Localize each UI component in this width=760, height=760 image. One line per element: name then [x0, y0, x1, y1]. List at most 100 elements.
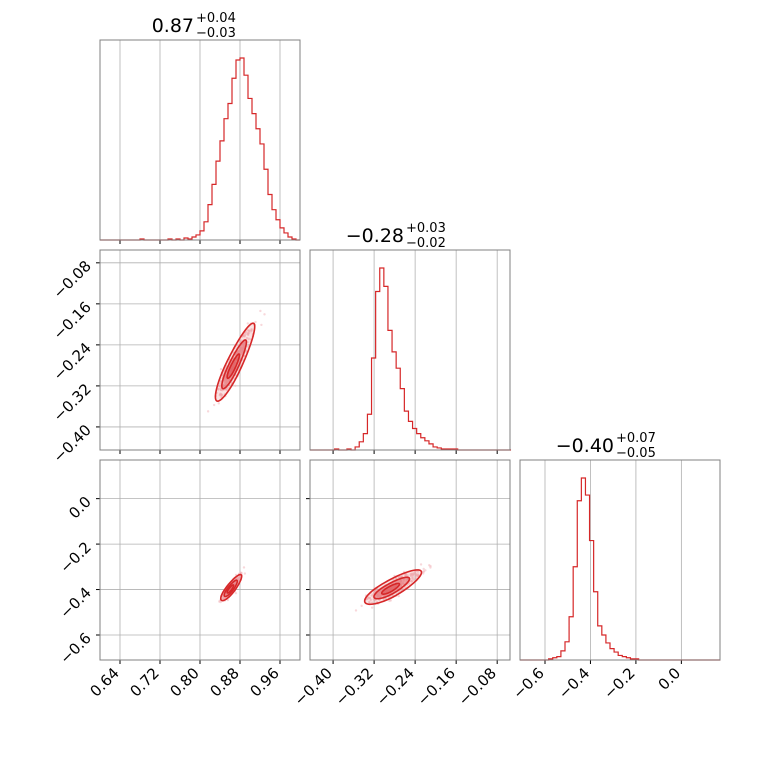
title-minus: −0.02 — [406, 236, 446, 251]
hist-panel-p2: −0.6 −0.4 −0.2 0.0 −0.40 +0.07−0.05 — [509, 431, 721, 703]
title-median: 0.87 — [152, 15, 194, 37]
scatter-point — [422, 570, 426, 573]
scatter-panel-p0-p2: 0.64 0.72 0.80 0.88 0.96 −0.6 −0.4 −0.2 0.0 — [56, 459, 301, 700]
scatter-point — [422, 567, 425, 571]
hist-title-p2: −0.40 +0.07−0.05 — [556, 431, 656, 461]
scatter-point — [354, 609, 358, 612]
scatter-point — [246, 332, 250, 336]
pair-p1-p2-xtick-label: −0.24 — [373, 664, 418, 709]
scatter-point — [244, 333, 247, 336]
scatter-point — [234, 384, 237, 388]
scatter-point — [421, 572, 425, 575]
scatter-point — [399, 584, 403, 587]
hist-p2-xtick-label: −0.2 — [600, 664, 638, 702]
pair-p0-p2-ytick-label: 0.0 — [65, 493, 95, 523]
scatter-point — [411, 574, 415, 577]
contour-level — [380, 582, 401, 595]
scatter-point — [244, 330, 248, 334]
pair-frame — [99, 249, 301, 451]
scatter-panel-p1-p2: −0.40−0.32−0.24−0.16−0.08 — [291, 459, 511, 709]
pair-p0-p1-ytick-label: −0.32 — [50, 380, 95, 425]
scatter-point — [395, 577, 398, 580]
scatter-point — [217, 384, 221, 388]
contour-level — [226, 353, 241, 380]
pair-p1-p2-xtick-label: −0.32 — [332, 664, 377, 709]
scatter-point — [388, 587, 391, 590]
hist-panel-p0: 0.87 +0.04−0.03 — [99, 11, 301, 244]
scatter-point — [239, 571, 243, 575]
scatter-point — [259, 309, 262, 313]
pair-p0-p2-ytick-label: −0.4 — [56, 584, 94, 622]
scatter-point — [384, 589, 388, 593]
scatter-point — [226, 598, 230, 602]
scatter-point — [230, 368, 233, 371]
pair-p0-p2-xtick-label: 0.72 — [126, 664, 162, 700]
hist-frame-p1 — [309, 249, 511, 451]
pair-p0-p2-ytick-label: −0.6 — [56, 629, 94, 667]
pair-p0-p1-ytick-label: −0.24 — [50, 339, 95, 384]
scatter-point — [412, 572, 415, 575]
scatter-point — [370, 606, 374, 609]
contour-level — [219, 573, 243, 602]
scatter-point — [397, 594, 400, 598]
scatter-point — [370, 601, 374, 604]
scatter-point — [368, 596, 371, 600]
hist-line-p2 — [520, 477, 721, 661]
scatter-point — [377, 594, 380, 597]
scatter-point — [247, 337, 251, 341]
scatter-point — [241, 343, 245, 346]
scatter-point — [370, 594, 373, 597]
pair-p0-p2-ytick-label: −0.2 — [56, 538, 94, 576]
scatter-point — [250, 328, 253, 332]
hist-title-p0: 0.87 +0.04−0.03 — [152, 11, 236, 41]
scatter-inner — [354, 563, 432, 612]
scatter-point — [219, 388, 223, 392]
scatter-point — [221, 597, 224, 601]
pair-p0-p2-xtick-label: 0.64 — [86, 664, 122, 700]
scatter-point — [217, 387, 220, 391]
scatter-point — [245, 336, 249, 340]
scatter-point — [389, 599, 392, 602]
scatter-point — [248, 329, 251, 332]
scatter-point — [233, 363, 236, 367]
scatter-point — [234, 359, 237, 363]
scatter-point — [263, 313, 266, 316]
hist-panel-p1: −0.28 +0.03−0.02 — [309, 221, 512, 454]
hist-p2-xtick-label: 0.0 — [655, 664, 685, 694]
hist-line-p1 — [310, 267, 512, 451]
title-plus: +0.07 — [616, 431, 656, 446]
scatter-point — [242, 566, 246, 569]
pair-p0-p1-ytick-label: −0.16 — [50, 298, 95, 343]
pair-p1-p2-xtick-label: −0.16 — [414, 664, 459, 709]
scatter-point — [419, 563, 423, 566]
scatter-point — [217, 402, 220, 405]
scatter-point — [206, 410, 210, 413]
scatter-point — [234, 591, 238, 595]
scatter-point — [411, 576, 414, 579]
pair-p0-p1-ytick-label: −0.08 — [50, 257, 95, 302]
hist-p2-xtick-label: −0.6 — [509, 664, 547, 702]
title-plus: +0.03 — [406, 221, 446, 236]
scatter-point — [260, 323, 263, 327]
scatter-point — [412, 578, 415, 581]
scatter-point — [409, 572, 413, 576]
contour-level — [214, 322, 256, 403]
scatter-point — [246, 329, 249, 332]
scatter-inner — [206, 309, 266, 413]
scatter-point — [410, 580, 413, 583]
pair-p0-p1-ytick-label: −0.40 — [50, 421, 95, 466]
hist-frame-p0 — [99, 39, 301, 241]
scatter-point — [402, 582, 405, 585]
scatter-point — [406, 577, 409, 581]
scatter-point — [246, 322, 249, 325]
title-median: −0.40 — [556, 435, 614, 457]
pair-p0-p2-xtick-label: 0.80 — [166, 664, 202, 700]
scatter-panel-p0-p1: −0.40−0.32−0.24−0.16−0.08 — [50, 249, 301, 466]
scatter-point — [219, 367, 223, 371]
pair-p0-p2-xtick-label: 0.88 — [206, 664, 242, 700]
pair-p0-p2-xtick-label: 0.96 — [246, 664, 282, 700]
hist-frame-p2 — [519, 459, 721, 661]
scatter-inner — [218, 566, 247, 604]
scatter-point — [375, 593, 378, 597]
